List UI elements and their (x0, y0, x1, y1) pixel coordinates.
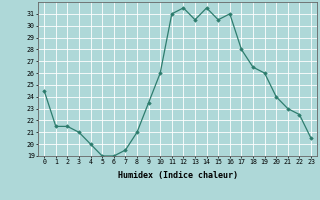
X-axis label: Humidex (Indice chaleur): Humidex (Indice chaleur) (118, 171, 238, 180)
